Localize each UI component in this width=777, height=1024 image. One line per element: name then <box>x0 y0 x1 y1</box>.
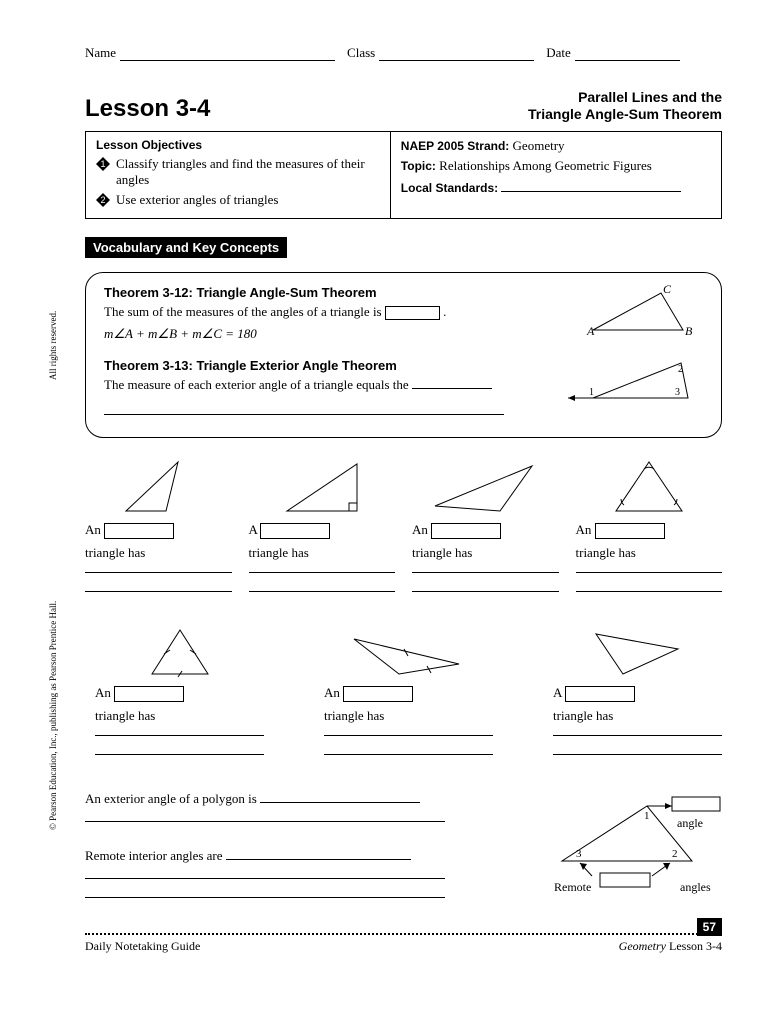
naep-label: NAEP 2005 Strand: <box>401 139 510 153</box>
svg-text:3: 3 <box>675 387 680 398</box>
svg-text:1: 1 <box>589 387 594 398</box>
lesson-title: Lesson 3-4 <box>85 95 210 123</box>
header-fields: Name Class Date <box>85 45 722 61</box>
exterior-angle-def: An exterior angle of a polygon is <box>85 791 257 806</box>
marker-2-icon: 2 <box>96 193 110 207</box>
right-triangle-icon <box>277 456 367 516</box>
triangle-abc-diagram: A B C <box>583 285 703 344</box>
fill-blank[interactable] <box>553 754 722 755</box>
fill-blank[interactable] <box>565 686 635 702</box>
lesson-subtitle: Parallel Lines and the Triangle Angle-Su… <box>528 89 722 123</box>
fill-blank[interactable] <box>226 859 411 860</box>
local-blank[interactable] <box>501 191 681 192</box>
name-blank[interactable] <box>120 45 335 61</box>
footer-right: Geometry Lesson 3-4 <box>619 939 722 954</box>
local-label: Local Standards: <box>401 181 498 195</box>
footer-divider <box>85 933 722 935</box>
isosceles-triangle-icon <box>349 624 469 679</box>
rights-text: All rights reserved. <box>48 311 58 380</box>
fill-blank[interactable] <box>260 523 330 539</box>
objectives-heading: Lesson Objectives <box>96 138 380 152</box>
date-label: Date <box>546 45 571 61</box>
naep-value: Geometry <box>513 138 565 153</box>
fill-blank[interactable] <box>412 572 559 573</box>
svg-text:3: 3 <box>576 848 582 860</box>
theorem-313-title: Theorem 3-13: Triangle Exterior Angle Th… <box>104 358 545 373</box>
name-label: Name <box>85 45 116 61</box>
fill-blank[interactable] <box>85 821 445 822</box>
svg-text:angle: angle <box>677 816 703 830</box>
triangle-exterior-diagram: 1 2 3 <box>563 358 703 419</box>
topic-label: Topic: <box>401 159 436 173</box>
fill-blank[interactable] <box>576 591 723 592</box>
svg-text:2: 2 <box>100 195 105 205</box>
svg-text:Remote: Remote <box>554 880 591 894</box>
equiangular-triangle-icon <box>604 456 694 516</box>
fill-blank[interactable] <box>553 735 722 736</box>
svg-text:B: B <box>685 324 693 338</box>
svg-text:2: 2 <box>672 848 678 860</box>
triangle-row-2: An triangle has An triangle has A triang… <box>85 624 722 759</box>
class-blank[interactable] <box>379 45 534 61</box>
fill-blank[interactable] <box>595 523 665 539</box>
svg-text:1: 1 <box>100 159 105 169</box>
fill-blank[interactable] <box>412 388 492 389</box>
fill-blank[interactable] <box>385 306 440 320</box>
svg-text:C: C <box>663 285 672 296</box>
fill-blank[interactable] <box>104 523 174 539</box>
svg-text:1: 1 <box>644 810 650 822</box>
objective-1: Classify triangles and find the measures… <box>116 156 380 188</box>
fill-blank[interactable] <box>85 878 445 879</box>
concept-box: Theorem 3-12: Triangle Angle-Sum Theorem… <box>85 272 722 438</box>
fill-blank[interactable] <box>95 735 264 736</box>
copyright-text: © Pearson Education, Inc., publishing as… <box>48 601 58 830</box>
fill-blank[interactable] <box>85 897 445 898</box>
fill-blank[interactable] <box>104 414 504 415</box>
theorem-312-text: The sum of the measures of the angles of… <box>104 304 382 319</box>
acute-triangle-icon <box>118 456 198 516</box>
page-number: 57 <box>697 918 722 936</box>
fill-blank[interactable] <box>249 572 396 573</box>
exterior-angle-diagram: 1 3 2 angle Remote angles <box>552 791 722 905</box>
topic-value: Relationships Among Geometric Figures <box>439 158 652 173</box>
triangle-row-1: An triangle has A triangle has An triang… <box>85 456 722 596</box>
fill-blank[interactable] <box>343 686 413 702</box>
fill-blank[interactable] <box>249 591 396 592</box>
definitions-section: An exterior angle of a polygon is Remote… <box>85 791 722 905</box>
fill-blank[interactable] <box>260 802 420 803</box>
fill-blank[interactable] <box>324 735 493 736</box>
fill-blank[interactable] <box>576 572 723 573</box>
date-blank[interactable] <box>575 45 680 61</box>
marker-1-icon: 1 <box>96 157 110 171</box>
svg-text:angles: angles <box>680 880 711 894</box>
theorem-312-title: Theorem 3-12: Triangle Angle-Sum Theorem <box>104 285 565 300</box>
fill-blank[interactable] <box>95 754 264 755</box>
scalene-triangle-icon <box>588 624 688 679</box>
obtuse-triangle-icon <box>430 456 540 516</box>
footer-left: Daily Notetaking Guide <box>85 939 200 954</box>
fill-blank[interactable] <box>114 686 184 702</box>
fill-blank[interactable] <box>324 754 493 755</box>
vocab-heading: Vocabulary and Key Concepts <box>85 237 287 258</box>
fill-blank[interactable] <box>85 572 232 573</box>
fill-blank[interactable] <box>412 591 559 592</box>
svg-text:A: A <box>586 324 595 338</box>
fill-blank[interactable] <box>431 523 501 539</box>
equilateral-triangle-icon <box>140 624 220 679</box>
objectives-box: Lesson Objectives 1 Classify triangles a… <box>85 131 722 219</box>
fill-blank[interactable] <box>85 591 232 592</box>
objective-2: Use exterior angles of triangles <box>116 192 278 208</box>
theorem-312-eq: m∠A + m∠B + m∠C = 180 <box>104 326 565 342</box>
svg-text:2: 2 <box>678 364 683 375</box>
class-label: Class <box>347 45 375 61</box>
theorem-313-text: The measure of each exterior angle of a … <box>104 377 409 392</box>
remote-interior-def: Remote interior angles are <box>85 848 223 863</box>
